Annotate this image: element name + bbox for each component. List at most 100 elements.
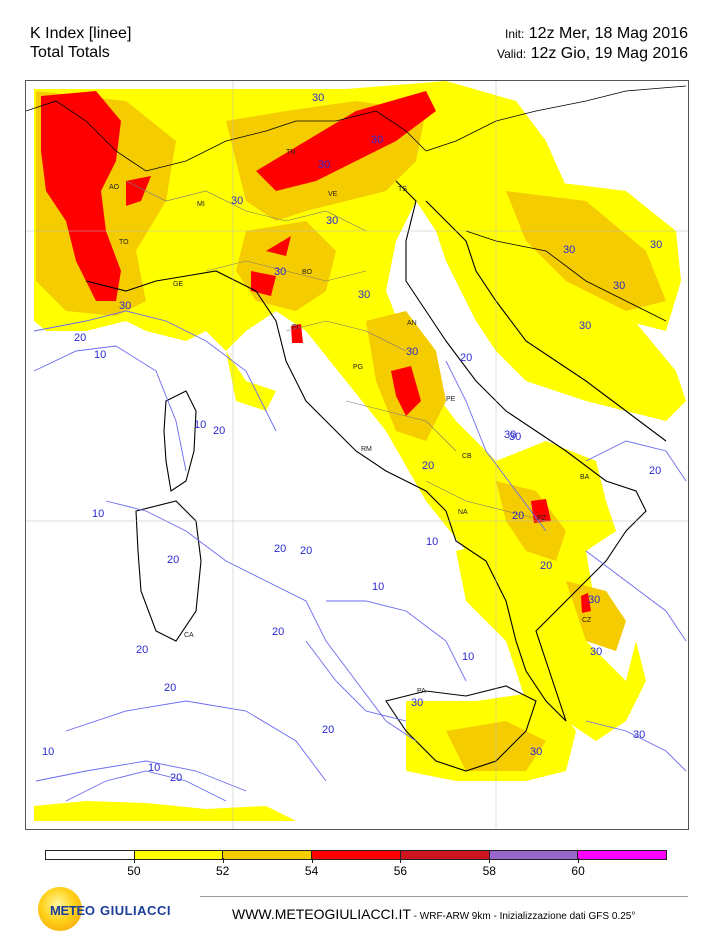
city-label-tn: TN (286, 149, 295, 156)
init-value: 12z Mer, 18 Mag 2016 (528, 25, 688, 42)
isoline-label: 10 (462, 651, 474, 663)
tick-mark (311, 858, 313, 863)
region-boundaries (125, 180, 547, 522)
color-step-0 (46, 851, 135, 859)
title-k-index: K Index [linee] (30, 25, 132, 42)
tick-mark (133, 858, 135, 863)
tick-label: 56 (393, 864, 408, 878)
isoline-label: 20 (300, 545, 312, 557)
color-step-5 (489, 851, 579, 859)
isoline-label: 20 (74, 332, 86, 344)
isoline-label: 20 (170, 772, 182, 784)
isoline-label: 20 (167, 554, 179, 566)
city-label-ge: GE (173, 281, 183, 288)
isoline-label: 30 (231, 195, 243, 207)
isoline-label: 30 (563, 244, 575, 256)
logo-text-giuliacci: GIULIACCI (100, 903, 171, 918)
isoline-label: 30 (509, 431, 521, 443)
color-scale-ticks: 50 52 54 56 58 60 (45, 858, 667, 880)
isoline-label: 30 (274, 266, 286, 278)
isoline-label: 20 (512, 510, 524, 522)
isoline-label: 30 (590, 646, 602, 658)
init-label: Init: (504, 27, 525, 41)
city-label-fi: FI (292, 324, 298, 331)
isoline-labels: 30 30 30 30 30 30 30 30 30 30 30 30 30 3… (42, 92, 662, 784)
tick-label: 50 (127, 864, 141, 878)
isoline-label: 20 (164, 682, 176, 694)
isoline-label: 30 (504, 429, 516, 441)
city-label-cb: CB (462, 453, 472, 460)
city-label-ca: CA (184, 632, 194, 639)
city-label-ao: AO (109, 184, 120, 191)
isoline-label: 30 (588, 594, 600, 606)
isoline-label: 30 (650, 239, 662, 251)
city-label-pe: PE (446, 396, 456, 403)
isoline-label: 30 (312, 92, 324, 104)
city-label-pg: PG (353, 364, 363, 371)
tick-mark (400, 858, 402, 863)
isoline-label: 10 (426, 536, 438, 548)
valid-label: Valid: (496, 47, 527, 61)
tick-label: 58 (482, 864, 496, 878)
isoline-label: 30 (358, 289, 370, 301)
city-label-pz: PZ (537, 515, 547, 522)
city-label-an: AN (407, 320, 417, 327)
color-step-3 (312, 851, 401, 859)
tick-mark (578, 858, 580, 863)
site-url: WWW.METEOGIULIACCI.IT (232, 906, 411, 922)
valid-value: 12z Gio, 19 Mag 2016 (530, 45, 688, 62)
color-step-2 (223, 851, 313, 859)
footer-credit: WWW.METEOGIULIACCI.IT - WRF-ARW 9km - In… (232, 906, 635, 922)
tick-label: 54 (304, 864, 319, 878)
isoline-label: 10 (92, 508, 104, 520)
isoline-label: 20 (136, 644, 148, 656)
isoline-label: 10 (372, 581, 384, 593)
borders (26, 85, 687, 322)
isoline-label: 20 (422, 460, 434, 472)
title-total-totals: Total Totals (30, 44, 110, 61)
isoline-label: 10 (94, 349, 106, 361)
isoline-label: 30 (326, 215, 338, 227)
grid-lines (26, 81, 688, 829)
tick-mark (222, 858, 224, 863)
city-label-cz: CZ (582, 617, 592, 624)
map-svg: AO MI TN VE TS TO GE BO FI AN PG PE RM C… (26, 81, 688, 829)
city-label-mi: MI (197, 201, 205, 208)
city-label-bo: BO (302, 269, 313, 276)
isoline-label: 20 (649, 465, 661, 477)
tick-mark (489, 858, 491, 863)
isoline-label: 30 (613, 280, 625, 292)
isoline-label: 10 (148, 762, 160, 774)
city-label-to: TO (119, 239, 129, 246)
city-labels: AO MI TN VE TS TO GE BO FI AN PG PE RM C… (109, 149, 592, 695)
forecast-map: AO MI TN VE TS TO GE BO FI AN PG PE RM C… (25, 80, 689, 830)
isoline-label: 30 (633, 729, 645, 741)
city-label-pa: PA (417, 688, 426, 695)
city-label-ve: VE (328, 191, 338, 198)
isoline-label: 10 (42, 746, 54, 758)
model-info: - WRF-ARW 9km - Inizializzazione dati GF… (410, 911, 636, 922)
tick-label: 52 (216, 864, 230, 878)
footer-divider (200, 896, 688, 897)
isoline-label: 20 (540, 560, 552, 572)
isoline-label: 30 (318, 159, 330, 171)
run-info: Init: 12z Mer, 18 Mag 2016 Valid: 12z Gi… (497, 24, 688, 64)
red-areas (41, 91, 591, 613)
map-title: K Index [linee] Total Totals (30, 24, 131, 62)
isoline-label: 30 (371, 134, 383, 146)
color-step-4 (400, 851, 490, 859)
isoline-label: 10 (194, 419, 206, 431)
color-step-6 (578, 851, 667, 859)
isoline-label: 30 (406, 346, 418, 358)
isoline-label: 20 (274, 543, 286, 555)
isoline-label: 30 (530, 746, 542, 758)
city-label-ba: BA (580, 474, 590, 481)
meteogiuliacci-logo: METEO GIULIACCI (30, 884, 180, 936)
isoline-label: 20 (322, 724, 334, 736)
city-label-rm: RM (361, 446, 372, 453)
color-scale-bar (45, 850, 667, 860)
isoline-label: 20 (272, 626, 284, 638)
tick-label: 60 (571, 864, 585, 878)
isoline-label: 30 (119, 300, 131, 312)
logo-text-meteo: METEO (50, 903, 95, 918)
